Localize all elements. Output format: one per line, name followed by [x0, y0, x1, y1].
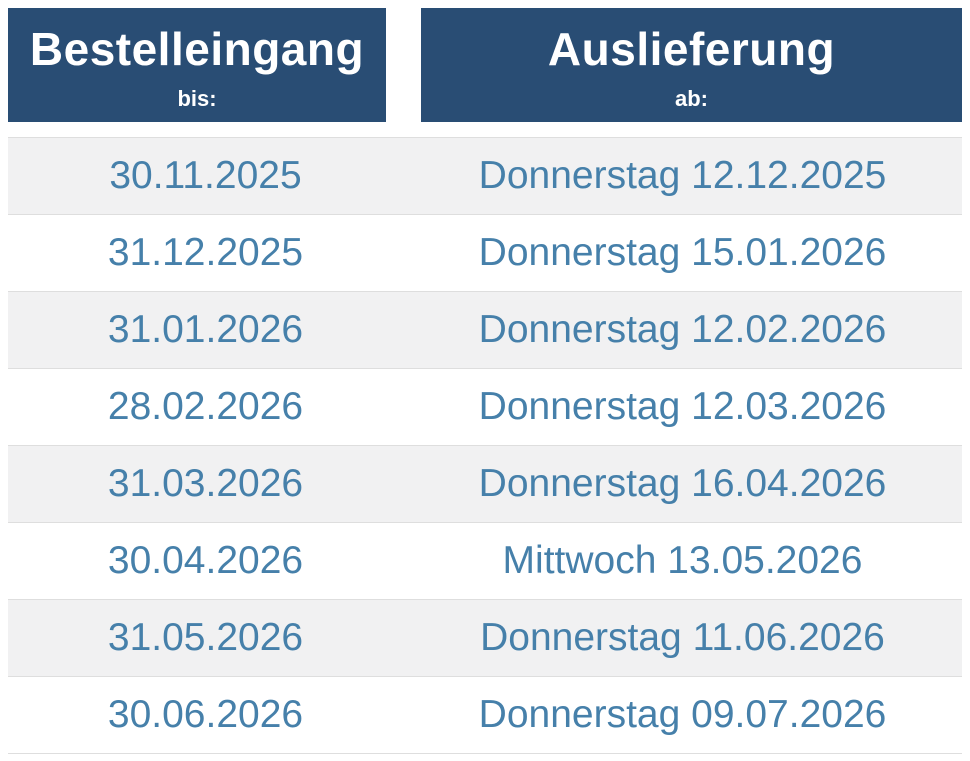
- table-body: 30.11.2025 Donnerstag 12.12.2025 31.12.2…: [8, 137, 962, 754]
- table-row: 31.12.2025 Donnerstag 15.01.2026: [8, 214, 962, 291]
- header-column-gap: [386, 8, 421, 122]
- order-deadline-cell: 31.01.2026: [107, 308, 304, 351]
- table-row: 30.11.2025 Donnerstag 12.12.2025: [8, 137, 962, 214]
- order-deadline-cell: 31.12.2025: [107, 231, 304, 274]
- delivery-column-subtitle: ab:: [675, 86, 708, 111]
- order-deadline-column-subtitle: bis:: [177, 86, 217, 111]
- table-row: 31.01.2026 Donnerstag 12.02.2026: [8, 291, 962, 368]
- delivery-date-cell: Donnerstag 16.04.2026: [478, 462, 887, 505]
- table-header-row: Bestelleingang bis: Auslieferung ab:: [8, 8, 962, 122]
- delivery-date-cell: Donnerstag 11.06.2026: [480, 616, 885, 659]
- header-auslieferung: Auslieferung ab:: [421, 8, 962, 122]
- delivery-date-cell: Donnerstag 12.03.2026: [478, 385, 887, 428]
- table-row: 30.06.2026 Donnerstag 09.07.2026: [8, 676, 962, 753]
- delivery-date-cell: Donnerstag 12.02.2026: [478, 308, 887, 351]
- order-deadline-cell: 30.11.2025: [109, 154, 302, 197]
- table-row: 31.03.2026 Donnerstag 16.04.2026: [8, 445, 962, 522]
- order-deadline-cell: 30.04.2026: [107, 539, 304, 582]
- order-deadline-cell: 31.03.2026: [107, 462, 304, 505]
- delivery-column-title: Auslieferung: [547, 23, 836, 75]
- delivery-date-cell: Donnerstag 09.07.2026: [478, 693, 887, 736]
- table-row: 31.05.2026 Donnerstag 11.06.2026: [8, 599, 962, 676]
- order-deadline-cell: 30.06.2026: [107, 693, 304, 736]
- table-row: 30.04.2026 Mittwoch 13.05.2026: [8, 522, 962, 599]
- order-deadline-cell: 31.05.2026: [107, 616, 304, 659]
- delivery-date-cell: Mittwoch 13.05.2026: [502, 539, 863, 582]
- table-row: 28.02.2026 Donnerstag 12.03.2026: [8, 368, 962, 445]
- delivery-date-cell: Donnerstag 15.01.2026: [478, 231, 887, 274]
- order-deadline-cell: 28.02.2026: [107, 385, 304, 428]
- header-bestelleingang: Bestelleingang bis:: [8, 8, 386, 122]
- delivery-date-cell: Donnerstag 12.12.2025: [478, 154, 887, 197]
- order-deadline-column-title: Bestelleingang: [29, 23, 365, 75]
